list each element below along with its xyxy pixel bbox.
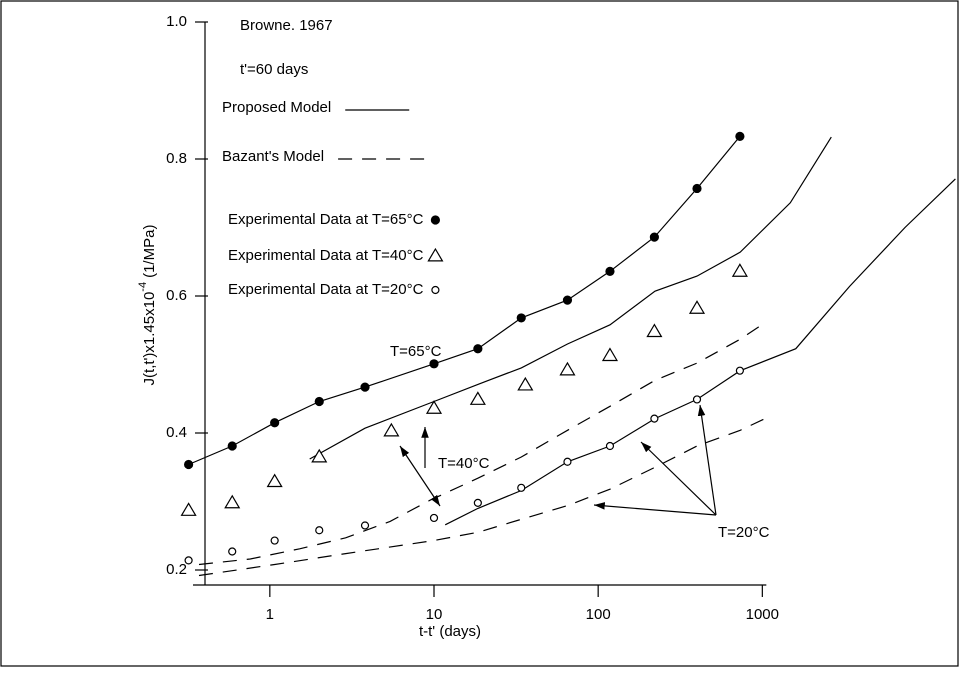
y-label-unit: (1/MPa) <box>141 225 158 278</box>
legend-label: Experimental Data at T=40°C <box>228 247 424 264</box>
annotation: T=40°C <box>438 455 490 472</box>
data-point <box>266 473 283 488</box>
x-tick-label: 10 <box>426 606 443 623</box>
data-point <box>731 263 748 277</box>
data-point <box>227 441 237 451</box>
legend-label: Experimental Data at T=20°C <box>228 281 424 298</box>
data-point <box>650 414 659 423</box>
annotation: T=20°C <box>718 524 770 541</box>
data-point <box>360 521 370 530</box>
data-point <box>224 494 241 509</box>
data-point <box>562 295 573 305</box>
data-point <box>184 556 193 565</box>
data-point <box>692 395 702 404</box>
source: Browne. 1967 <box>240 17 333 34</box>
arrow <box>697 404 717 516</box>
data-point <box>601 347 619 362</box>
data-point <box>649 232 659 242</box>
data-point <box>314 396 324 407</box>
data-point <box>688 300 706 314</box>
legend-marker <box>430 215 441 225</box>
data-point <box>473 344 483 354</box>
data-point <box>473 498 482 507</box>
data-point <box>559 361 576 376</box>
data-point <box>735 366 744 375</box>
data-point <box>517 376 534 391</box>
legend-marker <box>431 285 440 295</box>
y-axis-label: J(t,t')x1.45x10-4 (1/MPa) <box>137 225 158 386</box>
legend-marker <box>427 247 444 262</box>
data-point <box>516 313 526 323</box>
subtitle: t'=60 days <box>240 61 308 78</box>
data-point <box>315 526 324 535</box>
model-curve <box>198 322 766 566</box>
data-point <box>646 323 663 338</box>
model-curve <box>309 136 832 460</box>
data-point <box>270 536 279 545</box>
arrow <box>640 441 717 516</box>
arrow <box>593 502 717 516</box>
y-tick-label: 0.6 <box>166 287 187 304</box>
data-point <box>425 400 443 414</box>
data-point <box>383 422 400 437</box>
legend-label: Bazant's Model <box>222 148 324 165</box>
data-point <box>429 513 439 523</box>
data-point <box>228 547 237 556</box>
data-point <box>692 183 702 194</box>
x-tick-label: 100 <box>586 606 611 623</box>
data-point <box>184 459 194 470</box>
y-tick-label: 0.2 <box>166 561 187 578</box>
data-point <box>180 502 197 516</box>
annotation: T=65°C <box>390 343 442 360</box>
x-axis-label: t-t' (days) <box>419 623 481 640</box>
x-tick-label: 1000 <box>746 606 779 623</box>
data-point <box>311 448 328 463</box>
y-label-text: J(t,t')x1.45x10 <box>141 292 158 386</box>
legend-label: Experimental Data at T=65°C <box>228 211 424 228</box>
data-point <box>270 418 280 428</box>
data-point <box>429 359 439 369</box>
model-curve <box>188 136 741 466</box>
arrow <box>399 445 441 507</box>
data-point <box>605 441 615 451</box>
data-point <box>517 483 526 492</box>
x-tick-label: 1 <box>266 606 274 623</box>
y-label-superscript: -4 <box>137 282 149 292</box>
y-tick-label: 0.8 <box>166 150 187 167</box>
data-point <box>563 457 572 466</box>
arrows <box>399 404 717 516</box>
y-tick-label: 0.4 <box>166 424 187 441</box>
data-point <box>735 131 745 141</box>
model-curve <box>444 178 956 526</box>
data-point <box>360 382 370 392</box>
data-point <box>605 266 615 276</box>
legend-label: Proposed Model <box>222 99 331 116</box>
y-tick-label: 1.0 <box>166 13 187 30</box>
data-point <box>469 391 486 405</box>
